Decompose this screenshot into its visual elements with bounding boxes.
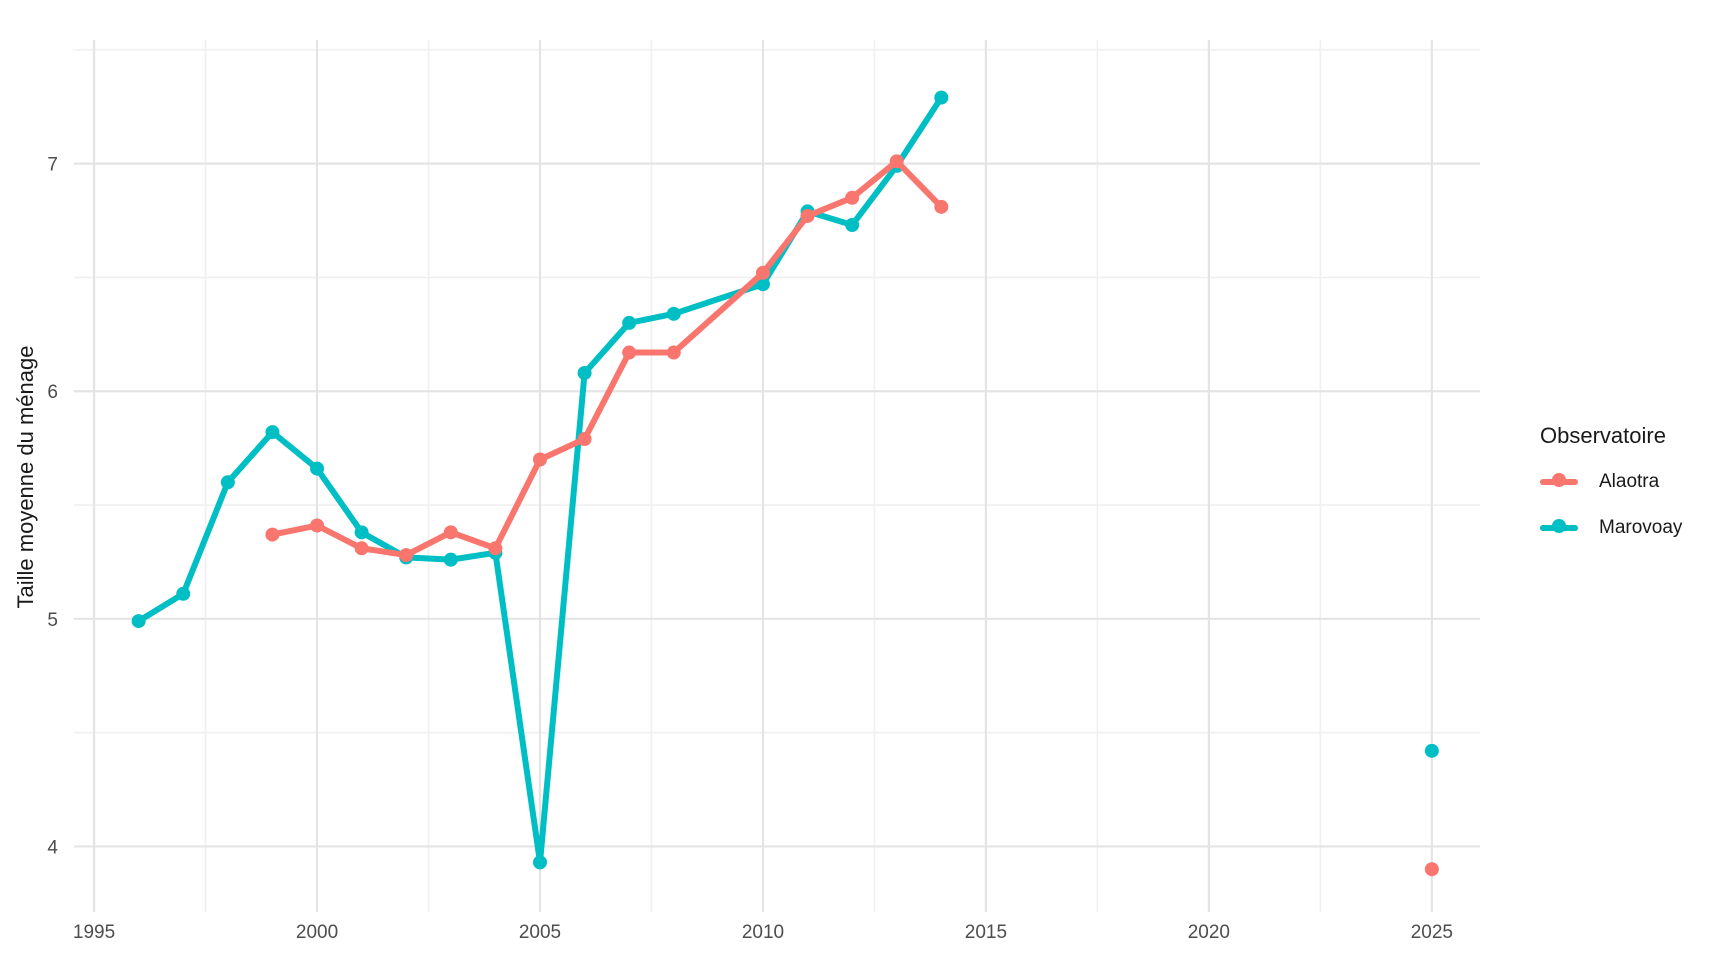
x-tick-label-2015: 2015 [965,922,1007,943]
data-point-marovoay-2014 [934,90,949,105]
data-point-marovoay-1996 [131,614,146,629]
y-tick-label-7: 7 [47,155,58,176]
data-point-marovoay-2010 [755,277,770,292]
legend-label-marovoay: Marovoay [1599,517,1683,538]
data-point-marovoay-2007 [622,315,637,330]
data-point-alaotra-2008 [666,345,681,360]
y-axis-title: Taille moyenne du ménage [13,345,38,609]
data-point-alaotra-2004 [488,541,503,556]
legend: Observatoire Alaotra Marovoay [1540,423,1682,560]
data-point-marovoay-2000 [310,461,325,476]
data-point-alaotra-2001 [354,541,369,556]
legend-item-marovoay: Marovoay [1540,514,1682,542]
y-tick-label-5: 5 [47,610,58,631]
data-point-alaotra-2014 [934,199,949,214]
legend-point-icon [1552,473,1566,487]
data-point-marovoay-2006 [577,366,592,381]
data-point-alaotra-1999 [265,527,280,542]
y-tick-label-4: 4 [47,837,58,858]
data-point-alaotra-2006 [577,432,592,447]
x-tick-label-2000: 2000 [296,922,338,943]
x-tick-label-2005: 2005 [519,922,561,943]
data-point-marovoay-2003 [443,552,458,567]
data-point-alaotra-2003 [443,525,458,540]
data-point-alaotra-2011 [800,208,815,223]
data-point-alaotra-2010 [755,265,770,280]
data-point-alaotra-2012 [845,190,860,205]
data-point-marovoay-2012 [845,218,860,233]
data-point-marovoay-2025 [1424,743,1439,758]
data-point-alaotra-2005 [532,452,547,467]
data-point-alaotra-2007 [622,345,637,360]
legend-key-alaotra [1540,468,1578,496]
data-point-marovoay-1998 [220,475,235,490]
data-point-alaotra-2000 [310,518,325,533]
x-tick-label-2010: 2010 [742,922,784,943]
x-tick-label-1995: 1995 [73,922,115,943]
data-point-alaotra-2025 [1424,862,1439,877]
data-point-alaotra-2002 [399,548,414,563]
legend-point-icon [1552,519,1566,533]
data-point-marovoay-1999 [265,425,280,440]
data-point-marovoay-2001 [354,525,369,540]
legend-key-marovoay [1540,514,1578,542]
data-point-marovoay-2008 [666,306,681,321]
y-tick-label-6: 6 [47,382,58,403]
data-point-marovoay-1997 [176,586,191,601]
data-point-alaotra-2013 [889,154,904,169]
legend-item-alaotra: Alaotra [1540,468,1682,496]
legend-title: Observatoire [1540,423,1666,448]
x-tick-label-2025: 2025 [1411,922,1453,943]
data-point-marovoay-2005 [532,855,547,870]
legend-label-alaotra: Alaotra [1599,471,1660,492]
x-tick-label-2020: 2020 [1188,922,1230,943]
